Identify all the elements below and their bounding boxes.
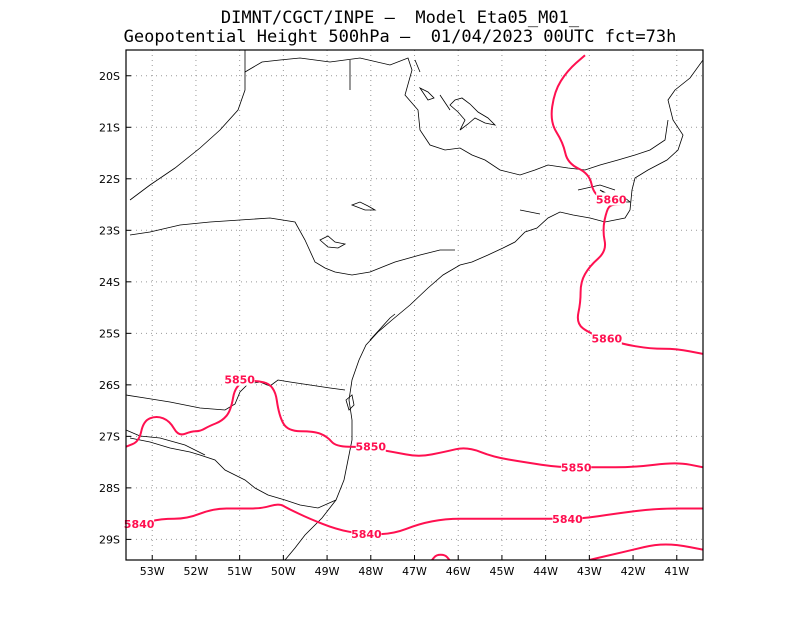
contour-label-bg — [351, 527, 382, 541]
lat-tick-label: 25S — [99, 327, 120, 340]
contour-label-bg — [124, 516, 155, 530]
state-border-sp-mg — [129, 72, 246, 201]
contour-label: 5860 — [596, 193, 627, 206]
lon-tick-label: 46W — [446, 565, 471, 578]
state-border-north — [244, 50, 669, 176]
contour-label-bg — [355, 439, 386, 453]
lon-tick-label: 43W — [577, 565, 602, 578]
lon-tick-label: 52W — [184, 565, 209, 578]
lon-tick-label: 45W — [489, 565, 514, 578]
lat-tick-label: 23S — [99, 224, 120, 237]
lat-tick-label: 28S — [99, 482, 120, 495]
contour-label: 5860 — [592, 332, 623, 345]
figure-title-line1: DIMNT/CGCT/INPE – Model Eta05_M01_ — [220, 8, 580, 28]
lon-tick-label: 44W — [533, 565, 558, 578]
lat-tick-label: 21S — [99, 121, 120, 134]
contour-label: 5850 — [224, 374, 255, 387]
lon-tick-label: 53W — [140, 565, 165, 578]
contour-labels: 5860 5860 5850 5850 5850 5840 5840 5840 — [124, 192, 627, 541]
coastline — [284, 59, 703, 560]
lon-tick-label: 51W — [227, 565, 252, 578]
reservoir — [319, 235, 347, 249]
state-border-sc-rs — [129, 437, 337, 509]
contour-5830 — [589, 543, 703, 560]
contour-label: 5840 — [351, 528, 382, 541]
international-border — [126, 429, 206, 456]
reservoir — [418, 86, 435, 101]
contour-5830 — [431, 553, 451, 560]
contour-label-bg — [591, 331, 622, 345]
reservoir — [350, 201, 377, 211]
axis-ticks: 53W 52W 51W 50W 49W 48W 47W 46W 45W 44W 43W 42W 41W 2… — [99, 70, 689, 578]
contour-label-bg — [596, 192, 627, 206]
reservoir — [449, 97, 497, 131]
lon-tick-label: 41W — [664, 565, 689, 578]
contour-label-bg — [552, 511, 583, 525]
lon-tick-label: 47W — [402, 565, 427, 578]
contour-5840 — [126, 503, 703, 536]
lon-tick-label: 50W — [271, 565, 296, 578]
contour-label: 5850 — [355, 441, 386, 454]
lat-tick-label: 27S — [99, 430, 120, 443]
lat-tick-label: 24S — [99, 276, 120, 289]
lon-tick-label: 48W — [358, 565, 383, 578]
contour-label: 5840 — [552, 513, 583, 526]
border-inner — [349, 59, 616, 215]
state-border-sp-pr — [129, 217, 455, 276]
island — [345, 394, 355, 411]
contour-label: 5840 — [124, 518, 155, 531]
contour-label-bg — [224, 372, 255, 386]
lat-tick-label: 22S — [99, 173, 120, 186]
lat-tick-label: 26S — [99, 379, 120, 392]
contour-label-bg — [561, 460, 592, 474]
lat-tick-label: 29S — [99, 533, 120, 546]
lat-tick-label: 20S — [99, 70, 120, 83]
contour-5850 — [126, 380, 703, 469]
figure-title-line2: Geopotential Height 500hPa – 01/04/2023 … — [123, 27, 677, 47]
lon-tick-label: 42W — [621, 565, 646, 578]
lon-tick-label: 49W — [315, 565, 340, 578]
contour-label: 5850 — [561, 461, 592, 474]
coastal-lagoon — [369, 313, 396, 341]
